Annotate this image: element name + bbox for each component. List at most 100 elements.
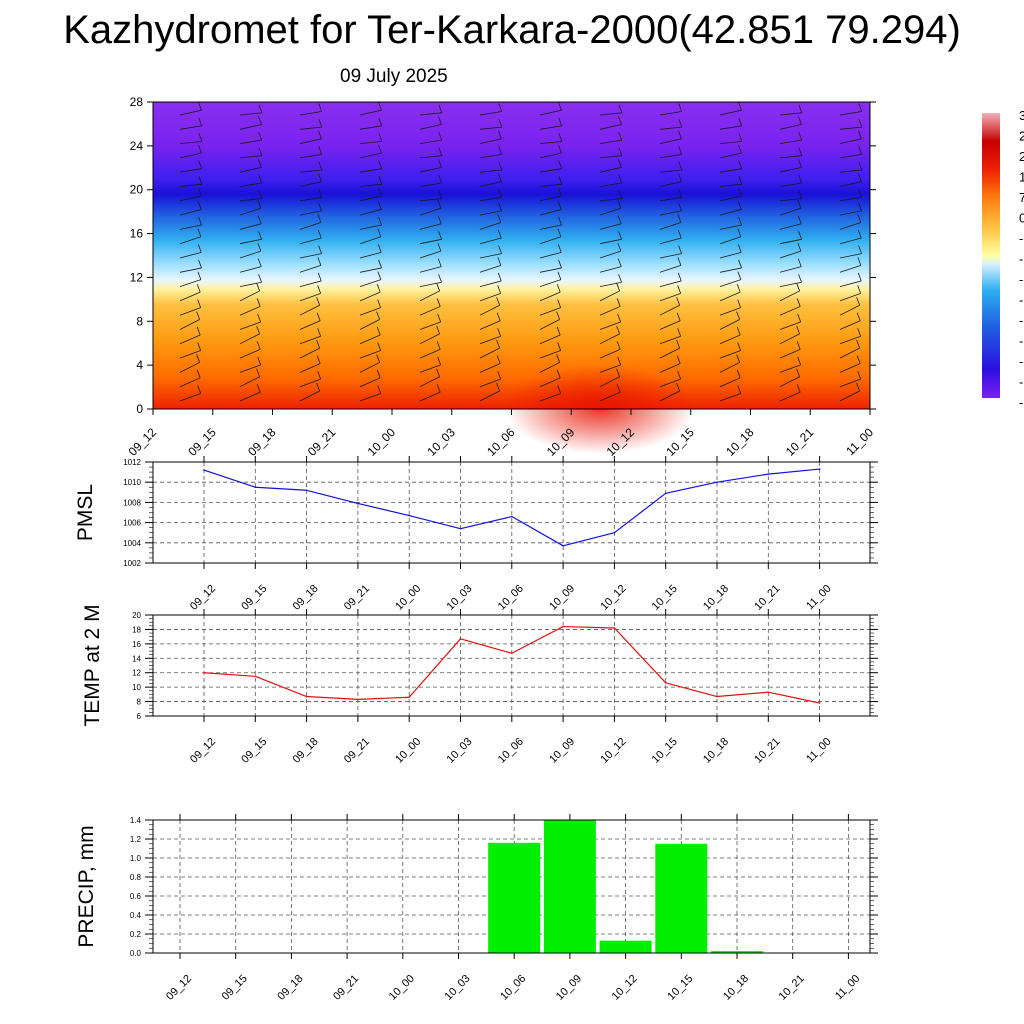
wind-barb-shaft [179,334,201,345]
colorbar: 3 2 2 1 7 0 - - - - - - - - - [982,108,1024,410]
colorbar-label: - [1019,252,1023,267]
wind-barb-flag [258,131,263,141]
wind-barb-flag [438,231,442,240]
wind-barb-flag [677,272,682,282]
wind-barb-flag [558,102,562,111]
y-tick-label: 6 [137,712,142,721]
wind-barb-shaft [419,167,442,173]
wind-barb-flag [496,312,501,321]
heatmap-field [153,102,870,409]
wind-barb-flag [677,328,682,337]
x-tick-label: 10_12 [610,973,640,1003]
data-point [357,502,359,505]
wind-barb-shaft [419,321,441,330]
wind-barb-shaft [779,333,800,345]
wind-barb-flag [198,117,203,126]
wind-barb-flag [618,159,622,168]
wind-barb-flag [738,259,742,269]
wind-barb-flag [258,231,262,240]
precip-bar [599,940,652,953]
wind-barb-flag [497,214,502,223]
wind-barb-shaft [359,393,381,402]
wind-barb-shaft [839,237,862,245]
wind-barb-shaft [179,183,202,187]
wind-barb-shaft [599,198,622,202]
wind-barb-shaft [599,348,621,359]
x-tick-label: 10_06 [496,736,526,766]
wind-barb-flag [377,271,382,280]
wind-barb-flag [378,144,382,154]
x-tick-label: 09_21 [342,736,372,766]
wind-barb-flag [617,258,622,267]
wind-barb-flag [617,313,622,323]
precip-bar [655,843,708,953]
wind-barb-flag [316,297,320,306]
wind-barb-shaft [179,279,202,287]
wind-barb-shaft [719,152,742,159]
x-tick-label: 10_03 [445,736,475,766]
y-tick-label: 1012 [123,458,141,467]
wind-barb-flag [677,214,682,223]
data-point [203,671,205,674]
wind-barb-shaft [659,138,682,144]
wind-barb-flag [618,147,623,156]
wind-barb-shaft [359,152,382,159]
wind-barb-shaft [779,376,800,388]
wind-barb-shaft [659,264,682,273]
wind-barb-shaft [599,333,620,345]
wind-barb-shaft [719,195,742,202]
colorbar-label: - [1019,313,1023,328]
y-tick-label: 4 [136,358,143,372]
wind-barb-shaft [239,281,262,287]
wind-barb-shaft [779,182,802,187]
y-tick-label: 1004 [123,539,141,548]
wind-barb-shaft [539,307,561,316]
wind-barb-shaft [659,169,682,173]
colorbar-label: - [1019,375,1023,390]
wind-barb-flag [256,325,260,334]
x-tick-label: 10_18 [701,736,731,766]
wind-barb-flag [378,133,383,142]
wind-barb-shaft [719,291,741,302]
chart-title: Kazhydromet for Ter-Karkara-2000(42.851 … [63,8,961,52]
wind-barb-shaft [299,154,322,159]
wind-barb-shaft [359,109,382,116]
wind-barb-flag [198,176,203,185]
wind-barb-shaft [539,224,562,230]
wind-barb-flag [558,117,563,126]
wind-barb-flag [738,160,743,169]
wind-barb-flag [257,242,262,252]
wind-barb-flag [797,215,802,224]
wind-barb-shaft [419,223,442,230]
wind-barb-shaft [599,391,621,402]
wind-barb-flag [858,161,863,171]
wind-barb-flag [438,274,442,283]
wind-barb-shaft [299,264,322,273]
wind-barb-flag [617,215,622,224]
series-line-segment [511,626,564,654]
wind-barb-flag [196,283,201,293]
wind-barb-flag [436,341,441,350]
wind-barb-flag [436,368,440,377]
x-tick-label: 09_18 [291,583,321,613]
x-tick-label: 09_21 [331,973,361,1003]
wind-barb-flag [738,216,742,226]
wind-barb-flag [556,326,561,336]
wind-barb-shaft [419,391,441,402]
wind-barb-flag [618,231,622,240]
wind-barb-flag [437,313,442,323]
y-tick-label: 1.4 [130,816,142,825]
wind-barb-flag [558,144,562,154]
wind-barb-shaft [539,362,560,373]
y-tick-label: 1002 [123,559,141,568]
x-tick-label: 10_21 [752,736,782,766]
wind-barb-shaft [179,209,202,216]
wind-barb-flag [496,297,500,306]
wind-barb-shaft [359,141,382,144]
wind-barb-flag [857,214,862,223]
wind-barb-flag [618,190,623,199]
wind-barb-shaft [839,222,862,230]
wind-barb-shaft [359,168,382,173]
data-point [305,489,308,492]
x-tick-label: 10_18 [721,973,751,1003]
